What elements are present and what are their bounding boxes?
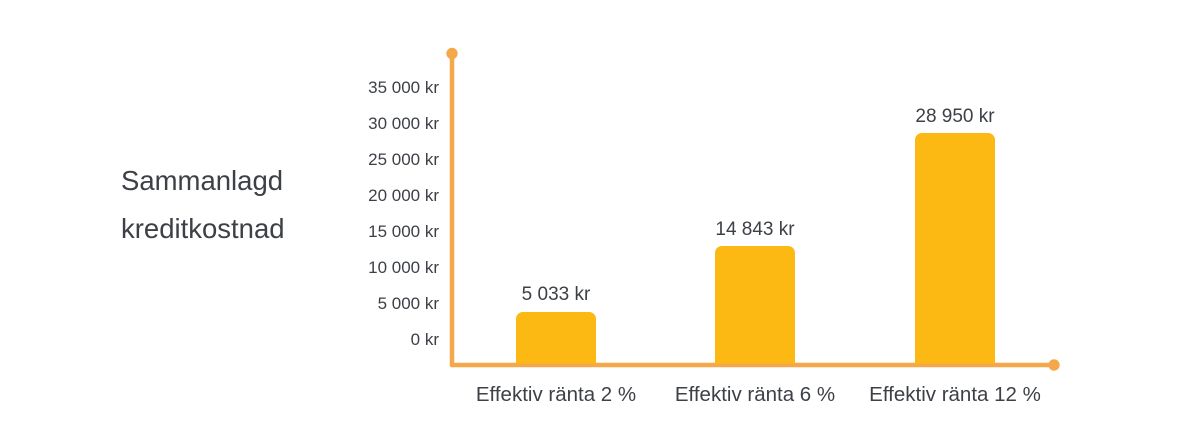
- svg-text:28 950 kr: 28 950 kr: [915, 106, 995, 127]
- svg-text:10 000 kr: 10 000 kr: [368, 258, 439, 277]
- svg-text:Effektiv ränta 6 %: Effektiv ränta 6 %: [675, 383, 835, 406]
- svg-text:Effektiv ränta 12 %: Effektiv ränta 12 %: [869, 383, 1041, 406]
- svg-text:Effektiv ränta 2 %: Effektiv ränta 2 %: [476, 383, 636, 406]
- svg-text:14 843 kr: 14 843 kr: [715, 219, 795, 240]
- svg-text:25 000 kr: 25 000 kr: [368, 150, 439, 169]
- svg-text:35 000 kr: 35 000 kr: [368, 78, 439, 97]
- svg-text:5 033 kr: 5 033 kr: [522, 284, 591, 305]
- svg-text:20 000 kr: 20 000 kr: [368, 186, 439, 205]
- svg-text:30 000 kr: 30 000 kr: [368, 114, 439, 133]
- svg-text:5 000 kr: 5 000 kr: [378, 294, 440, 313]
- svg-text:0 kr: 0 kr: [411, 330, 440, 349]
- svg-text:15 000 kr: 15 000 kr: [368, 222, 439, 241]
